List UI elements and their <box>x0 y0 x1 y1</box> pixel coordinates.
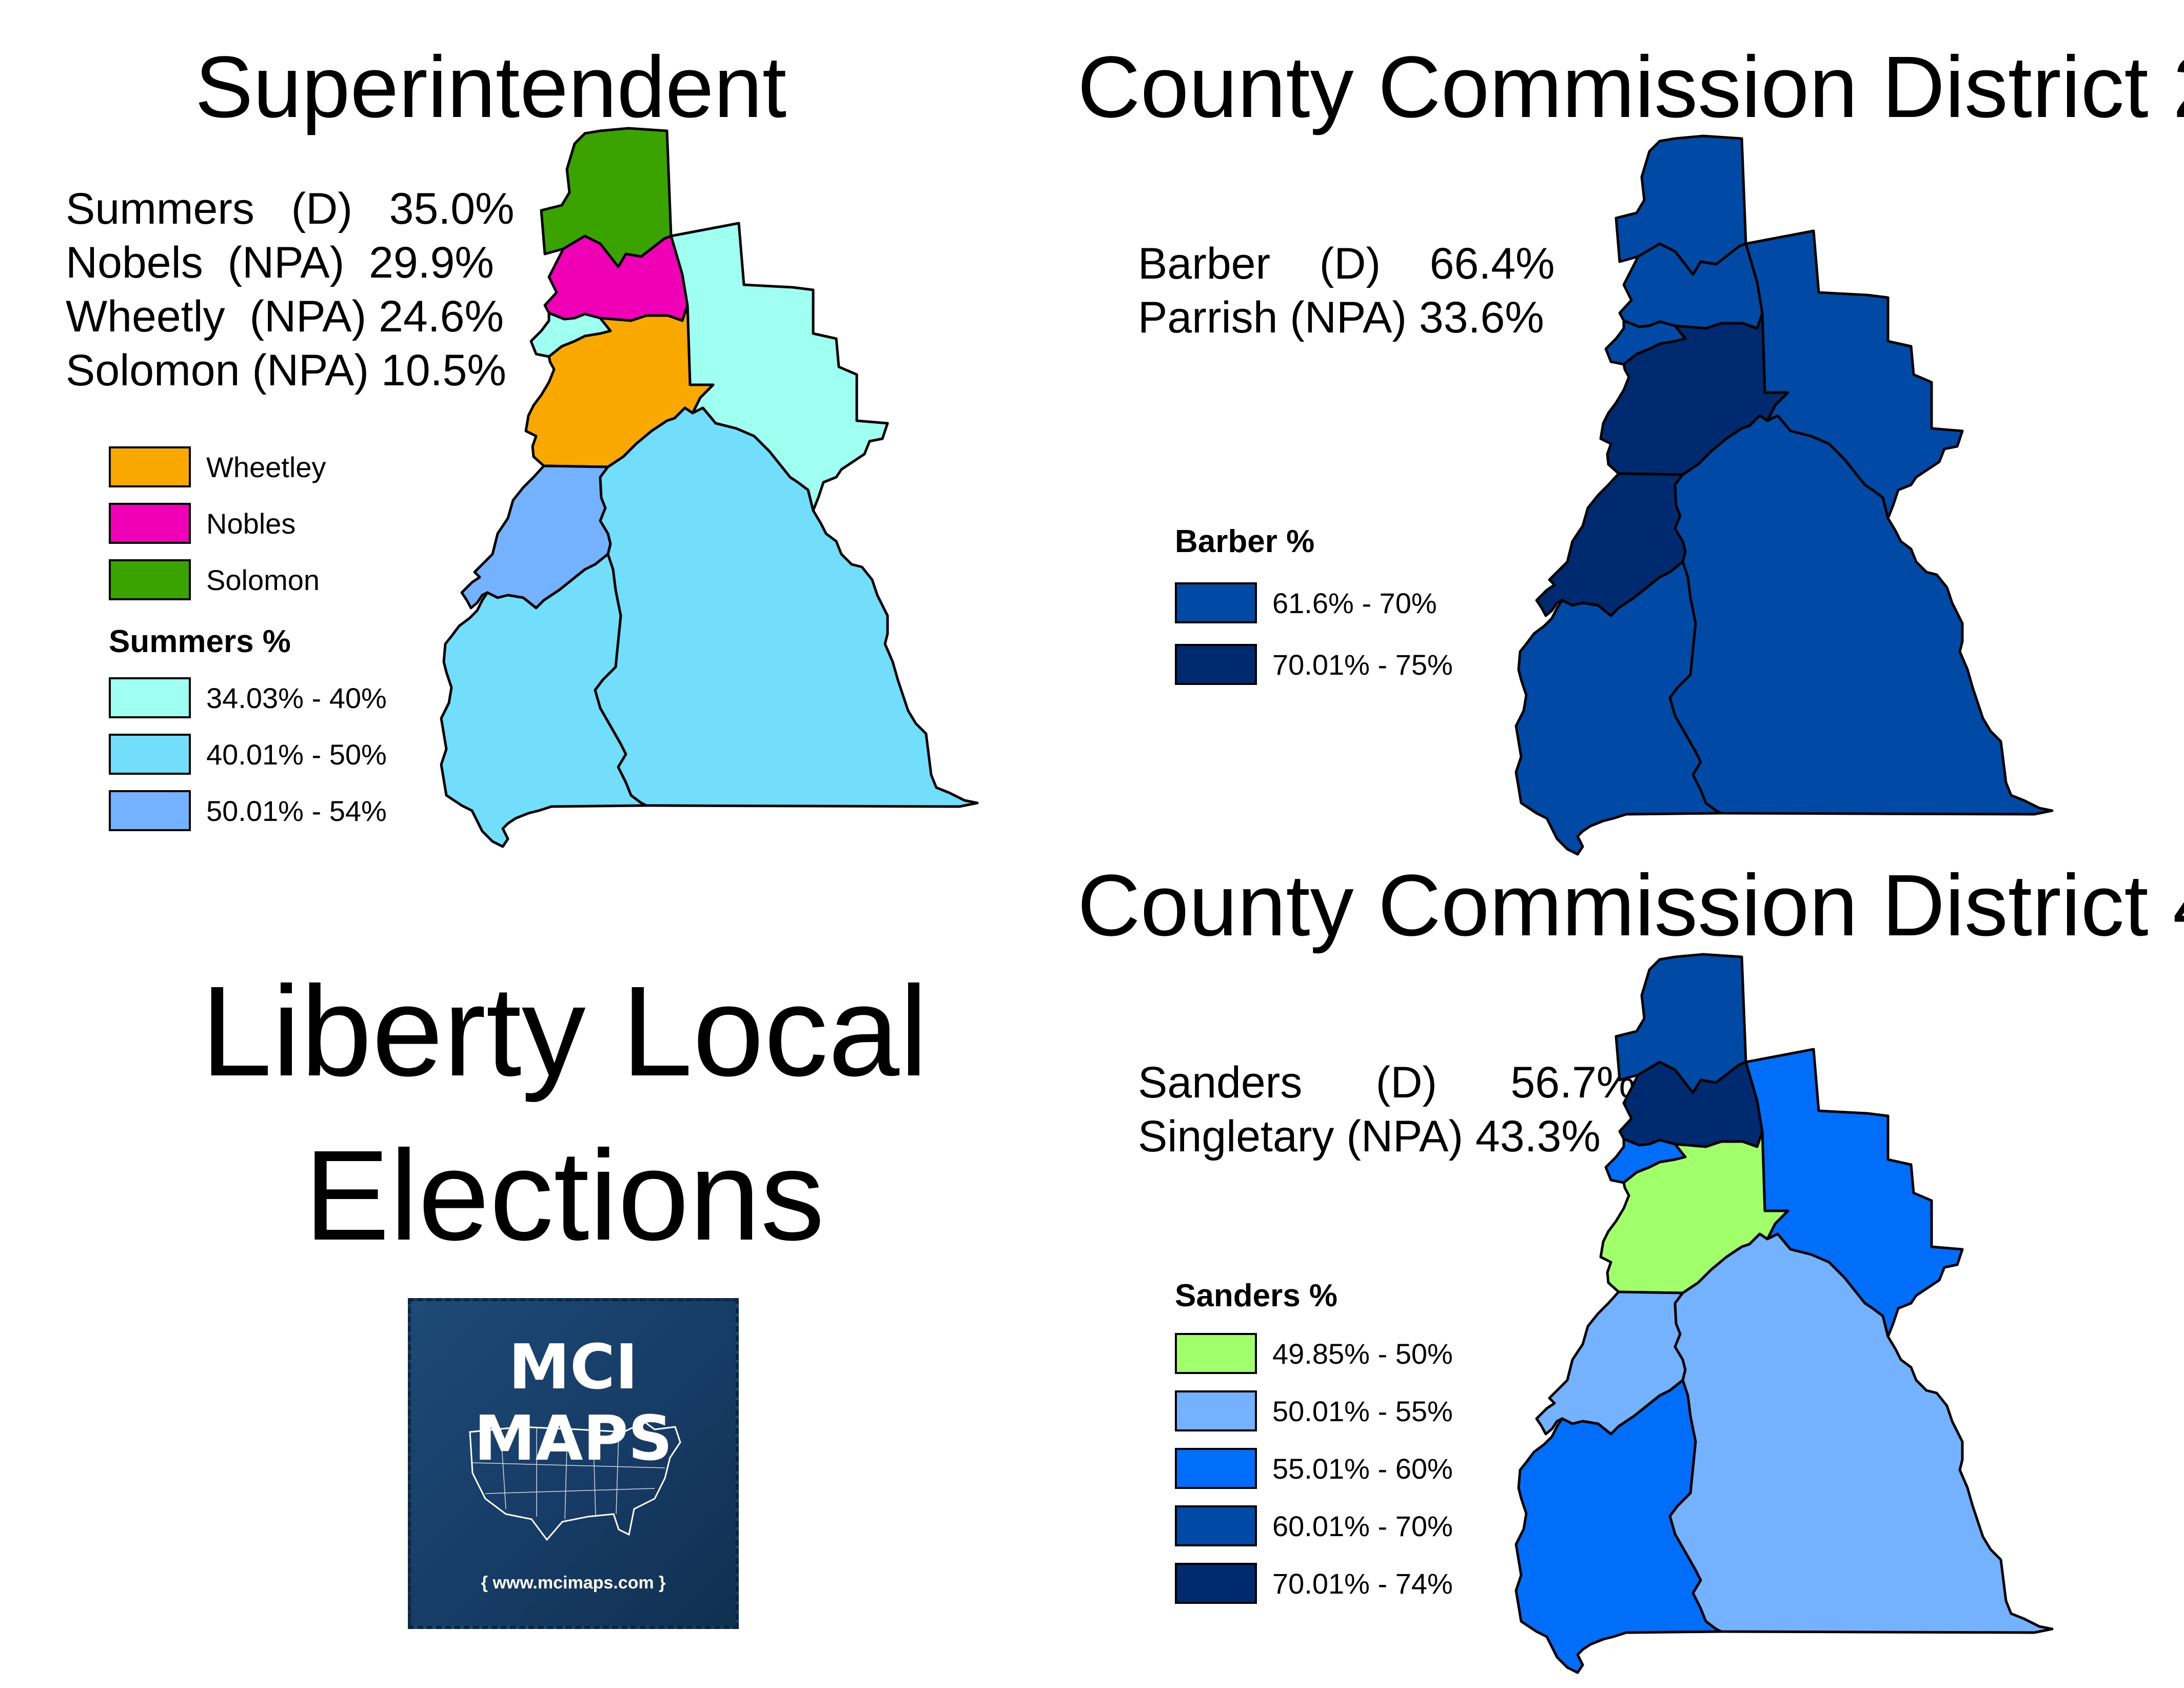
legend-swatch <box>1175 1505 1257 1546</box>
legend-label: 60.01% - 70% <box>1272 1510 1453 1542</box>
legend-title: Sanders % <box>1175 1278 1338 1313</box>
superintendent-title: Superintendent <box>195 38 787 136</box>
region-north <box>1615 953 1747 1094</box>
result-row: Sanders (D) 56.7% <box>1138 1058 1636 1107</box>
legend-swatch <box>109 677 191 718</box>
district4-map <box>1514 953 2054 1674</box>
district2-map <box>1514 134 2054 856</box>
main-title: Liberty Local Elections <box>92 949 1036 1278</box>
legend-swatch <box>1175 1390 1257 1431</box>
result-row: Parrish (NPA) 33.6% <box>1138 293 1544 342</box>
legend-swatch <box>1175 582 1257 623</box>
legend-swatch <box>1175 644 1257 685</box>
result-row: Wheetly (NPA) 24.6% <box>66 292 504 341</box>
legend-swatch <box>109 503 191 544</box>
legend-label: Wheetley <box>206 451 326 483</box>
region-east <box>1668 1232 2054 1634</box>
logo-name: MCI MAPS <box>474 1332 673 1475</box>
district2-results: Barber (D) 66.4% Parrish (NPA) 33.6% <box>1138 237 1555 345</box>
district2-title: County Commission District 2 <box>1077 38 2184 136</box>
result-row: Solomon (NPA) 10.5% <box>66 346 506 395</box>
legend-label: Nobles <box>206 507 296 540</box>
legend-label: 55.01% - 60% <box>1272 1453 1453 1485</box>
region-north <box>540 127 673 268</box>
district4-results: Sanders (D) 56.7% Singletary (NPA) 43.3% <box>1138 1056 1636 1164</box>
result-row: Barber (D) 66.4% <box>1138 239 1555 288</box>
legend-swatch <box>109 446 191 487</box>
result-row: Summers (D) 35.0% <box>66 184 515 233</box>
us-map-icon <box>469 1421 681 1541</box>
legend-swatch <box>1175 1563 1257 1604</box>
region-east <box>1668 414 2054 816</box>
region-east <box>594 406 979 808</box>
legend-label: 40.01% - 50% <box>206 738 387 771</box>
result-row: Singletary (NPA) 43.3% <box>1138 1112 1601 1161</box>
legend-label: 50.01% - 54% <box>206 795 387 827</box>
legend-label: Solomon <box>206 564 320 596</box>
legend-swatch <box>1175 1448 1257 1489</box>
main-title-line1: Liberty Local <box>201 959 928 1103</box>
legend-title: Barber % <box>1175 524 1315 559</box>
legend-swatch <box>109 734 191 775</box>
district4-title: County Commission District 4 <box>1077 857 2184 954</box>
superintendent-legend: Wheetley Nobles Solomon Summers % 34.03%… <box>109 446 468 847</box>
mci-maps-logo: MCI MAPS { www.mcimaps.com } <box>408 1298 739 1629</box>
legend-swatch <box>109 559 191 600</box>
region-north <box>1615 134 1747 276</box>
legend-label: 70.01% - 74% <box>1272 1567 1453 1600</box>
district4-legend: Sanders % 49.85% - 50% 50.01% - 55% 55.0… <box>1175 1278 1534 1611</box>
legend-label: 34.03% - 40% <box>206 682 387 714</box>
legend-label: 61.6% - 70% <box>1272 587 1437 619</box>
legend-swatch <box>1175 1333 1257 1374</box>
main-title-line2: Elections <box>304 1124 825 1267</box>
superintendent-results: Summers (D) 35.0% Nobels (NPA) 29.9% Whe… <box>66 182 515 398</box>
legend-label: 50.01% - 55% <box>1272 1395 1453 1427</box>
logo-url: { www.mcimaps.com } <box>481 1573 666 1593</box>
legend-swatch <box>109 790 191 831</box>
legend-title: Summers % <box>109 624 291 659</box>
legend-label: 70.01% - 75% <box>1272 649 1453 681</box>
superintendent-map <box>440 127 979 848</box>
result-row: Nobels (NPA) 29.9% <box>66 238 494 287</box>
district2-legend: Barber % 61.6% - 70% 70.01% - 75% <box>1175 523 1534 698</box>
legend-label: 49.85% - 50% <box>1272 1338 1453 1370</box>
